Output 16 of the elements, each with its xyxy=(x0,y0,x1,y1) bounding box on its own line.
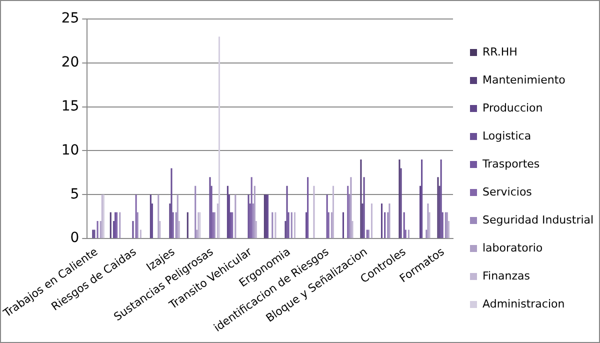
legend-label: Servicios xyxy=(482,185,532,198)
legend-label: Produccion xyxy=(482,101,543,114)
legend-label: RR.HH xyxy=(482,45,518,58)
legend-label: Logistica xyxy=(482,129,532,142)
legend-label: Finanzas xyxy=(482,269,530,282)
y-tick-label: 20 xyxy=(61,54,80,71)
legend-label: Mantenimiento xyxy=(482,73,566,86)
legend-label: Seguridad Industrial xyxy=(482,213,594,226)
y-tick-label: 0 xyxy=(70,230,80,246)
y-tick-label: 25 xyxy=(61,10,80,27)
y-tick-label: 15 xyxy=(61,98,80,114)
legend-label: Trasportes xyxy=(482,157,540,170)
legend-label: Administracion xyxy=(482,297,565,310)
legend-label: laboratorio xyxy=(482,241,543,254)
y-tick-label: 5 xyxy=(70,186,80,202)
y-tick-label: 10 xyxy=(61,142,80,158)
